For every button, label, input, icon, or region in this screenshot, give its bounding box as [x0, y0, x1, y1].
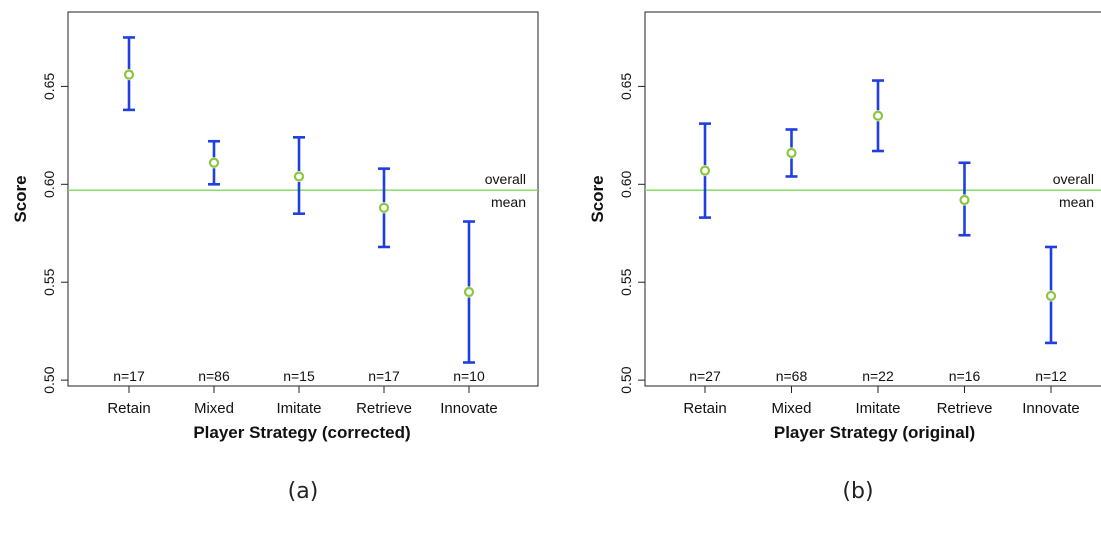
- sample-size-label: n=68: [776, 368, 808, 384]
- y-tick-label: 0.55: [41, 268, 57, 295]
- y-tick-label: 0.50: [618, 366, 634, 393]
- y-axis-title: Score: [11, 175, 30, 222]
- mean-point: [959, 194, 970, 206]
- y-tick-label: 0.50: [41, 366, 57, 393]
- sample-size-label: n=86: [198, 368, 230, 384]
- overall-mean-label: mean: [1059, 194, 1094, 210]
- sample-size-label: n=12: [1035, 368, 1067, 384]
- chart-panel-1: 0.50 0.55 0.60 0.65 Score overall mean n=17 Reta…: [11, 11, 539, 504]
- category-label: Retain: [107, 400, 150, 417]
- panel-caption: (a): [288, 479, 319, 504]
- sample-size-label: n=17: [113, 368, 145, 384]
- category-label: Retain: [683, 400, 726, 417]
- sample-size-label: n=15: [283, 368, 315, 384]
- mean-point: [786, 147, 797, 159]
- category-label: Imitate: [276, 400, 321, 417]
- category-label: Innovate: [440, 400, 498, 417]
- category-label: Imitate: [855, 400, 900, 417]
- mean-point: [872, 110, 884, 121]
- y-tick-label: 0.60: [618, 170, 634, 197]
- plot-frame: [644, 11, 1101, 387]
- category-label: Innovate: [1022, 400, 1080, 417]
- y-tick-label: 0.65: [41, 73, 57, 100]
- category-label: Mixed: [194, 400, 234, 417]
- overall-mean-label: overall: [485, 171, 526, 187]
- overall-mean-label: mean: [491, 194, 526, 210]
- sample-size-label: n=22: [862, 368, 894, 384]
- sample-size-label: n=17: [368, 368, 400, 384]
- chart-panel-2: 0.50 0.55 0.60 0.65 Score overall mean n=27 Reta…: [588, 11, 1101, 504]
- mean-point: [208, 157, 220, 168]
- panel-caption: (b): [842, 479, 873, 504]
- sample-size-label: n=16: [949, 368, 981, 384]
- overall-mean-label: overall: [1053, 171, 1094, 187]
- category-label: Mixed: [771, 400, 811, 417]
- mean-point: [699, 165, 711, 176]
- mean-point: [463, 286, 475, 298]
- x-axis-title: Player Strategy (corrected): [193, 423, 410, 442]
- mean-point: [123, 69, 135, 80]
- y-tick-label: 0.65: [618, 73, 634, 100]
- mean-point: [378, 202, 390, 213]
- plot-frame: [67, 11, 539, 387]
- y-tick-label: 0.55: [618, 268, 634, 295]
- mean-point: [293, 171, 305, 182]
- mean-point: [1045, 290, 1057, 302]
- sample-size-label: n=27: [689, 368, 721, 384]
- sample-size-label: n=10: [453, 368, 485, 384]
- y-tick-label: 0.60: [41, 170, 57, 197]
- category-label: Retrieve: [356, 400, 412, 417]
- category-label: Retrieve: [937, 400, 993, 417]
- x-axis-title: Player Strategy (original): [774, 423, 975, 442]
- y-axis-title: Score: [588, 175, 607, 222]
